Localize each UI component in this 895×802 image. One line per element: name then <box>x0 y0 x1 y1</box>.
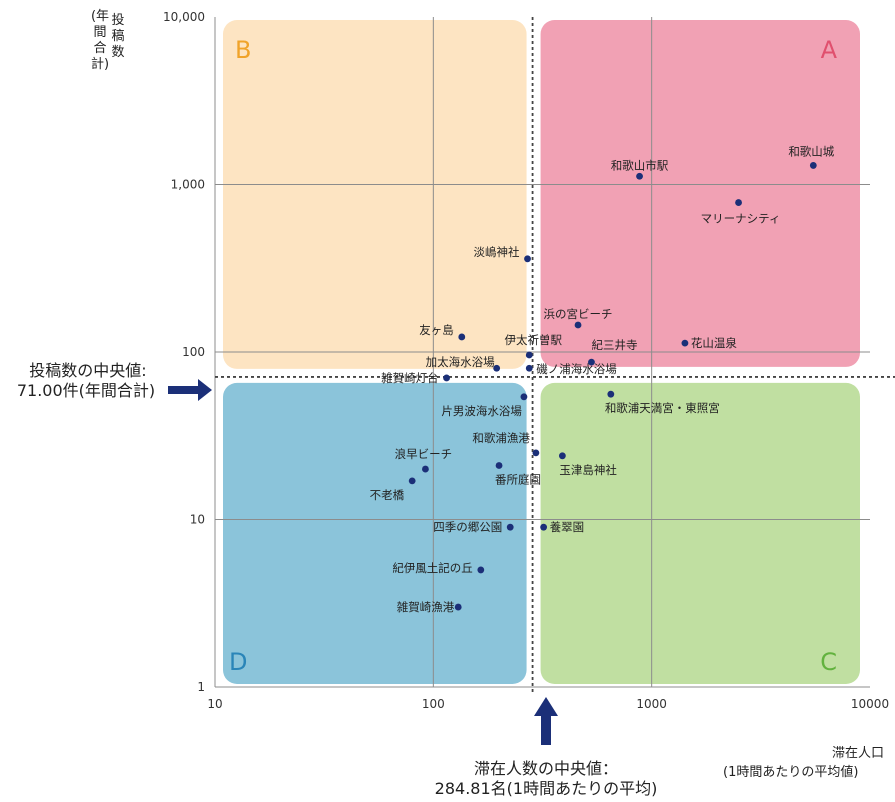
point-label: 片男波海水浴場 <box>441 404 522 418</box>
data-point <box>574 321 582 329</box>
y-axis-label: 間 <box>93 25 106 40</box>
quadrant-label-a: A <box>821 36 838 64</box>
data-point <box>588 358 595 366</box>
quadrant-b <box>223 20 527 369</box>
grid-lines <box>215 17 870 687</box>
x-axis-label: 滞在人口 <box>832 746 884 761</box>
point-label: 紀三井寺 <box>591 338 637 352</box>
data-point <box>454 603 462 611</box>
x-tick-label: 1000 <box>636 697 667 711</box>
y-tick-label: 1 <box>197 680 205 694</box>
quadrant-label-d: D <box>229 648 247 676</box>
data-point <box>525 351 533 359</box>
data-point <box>422 465 429 473</box>
median-y-label: 71.00件(年間合計) <box>17 381 155 400</box>
data-point <box>540 523 548 531</box>
point-label: 淡嶋神社 <box>474 245 520 259</box>
data-point <box>458 333 466 341</box>
median-y-arrow <box>168 379 212 401</box>
quadrant-c <box>540 382 860 684</box>
x-tick-label: 10 <box>207 697 222 711</box>
point-label: マリーナシティ <box>701 212 781 226</box>
point-label: 友ヶ島 <box>419 323 454 337</box>
point-label: 不老橋 <box>370 488 405 502</box>
point-label: 浜の宮ビーチ <box>544 307 613 321</box>
point-label: 磯ノ浦海水浴場 <box>536 362 617 376</box>
quadrant-a <box>540 20 860 367</box>
point-label: 雑賀崎灯台 <box>381 371 439 385</box>
y-axis-label: 計) <box>91 56 109 72</box>
point-label: 紀伊風土記の丘 <box>392 561 473 575</box>
median-lines <box>215 17 895 695</box>
y-tick-label: 10,000 <box>163 10 205 24</box>
quadrant-label-b: B <box>235 36 251 64</box>
point-label: 養翠園 <box>550 520 585 534</box>
y-axis-label: 投 <box>111 12 124 28</box>
data-point <box>525 364 533 372</box>
y-tick-label: 100 <box>182 345 205 359</box>
data-point <box>735 199 742 206</box>
median-y-label: 投稿数の中央値: <box>29 361 146 380</box>
median-x-label: 滞在人数の中央値： <box>474 759 618 778</box>
point-label: 番所庭園 <box>495 473 541 487</box>
median-x-arrow <box>534 697 558 745</box>
x-tick-label: 10000 <box>851 697 889 711</box>
point-label: 雑賀崎漁港 <box>397 600 455 614</box>
point-label: 和歌浦漁港 <box>472 431 530 445</box>
point-label: 四季の郷公園 <box>433 520 502 534</box>
point-label: 和歌浦天満宮・東照宮 <box>605 401 720 415</box>
point-label: 花山温泉 <box>691 336 737 350</box>
quadrant-label-c: C <box>820 648 837 676</box>
point-label: 玉津島神社 <box>559 463 617 477</box>
point-label: 浪早ビーチ <box>395 447 453 461</box>
point-label: 加太海水浴場 <box>426 355 495 369</box>
data-point <box>506 523 514 531</box>
point-label: 伊太祈曽駅 <box>505 333 563 347</box>
point-label: 和歌山城 <box>788 144 834 158</box>
median-x-label: 284.81名(1時間あたりの平均) <box>435 779 658 798</box>
point-label: 和歌山市駅 <box>611 158 669 172</box>
y-tick-label: 10 <box>190 513 205 527</box>
quadrant-d <box>223 382 527 684</box>
x-tick-label: 100 <box>422 697 445 711</box>
data-point <box>520 393 528 401</box>
data-point <box>558 452 566 460</box>
quadrant-backgrounds: A B C D <box>223 20 860 684</box>
x-axis-label: (1時間あたりの平均値) <box>723 764 858 780</box>
data-point <box>532 449 540 457</box>
y-axis-label: 合 <box>93 41 106 56</box>
data-point <box>493 364 501 372</box>
data-point <box>408 477 416 485</box>
data-point <box>809 162 817 169</box>
data-point <box>477 566 485 574</box>
y-axis-label: 数 <box>111 45 124 60</box>
data-point <box>443 374 450 382</box>
y-axis-label: (年 <box>91 9 109 24</box>
data-point <box>636 172 643 180</box>
y-tick-label: 1,000 <box>171 178 205 192</box>
y-axis-label: 稿 <box>111 28 124 44</box>
annotations: 投稿数の中央値:71.00件(年間合計) 滞在人数の中央値：284.81名(1時間… <box>17 361 657 798</box>
data-point <box>495 462 503 469</box>
data-point <box>607 390 615 398</box>
axes: 10 100 1000 100001101001,00010,000投稿数(年間合計)… <box>91 9 889 780</box>
data-point <box>681 339 689 347</box>
data-point <box>524 255 531 263</box>
